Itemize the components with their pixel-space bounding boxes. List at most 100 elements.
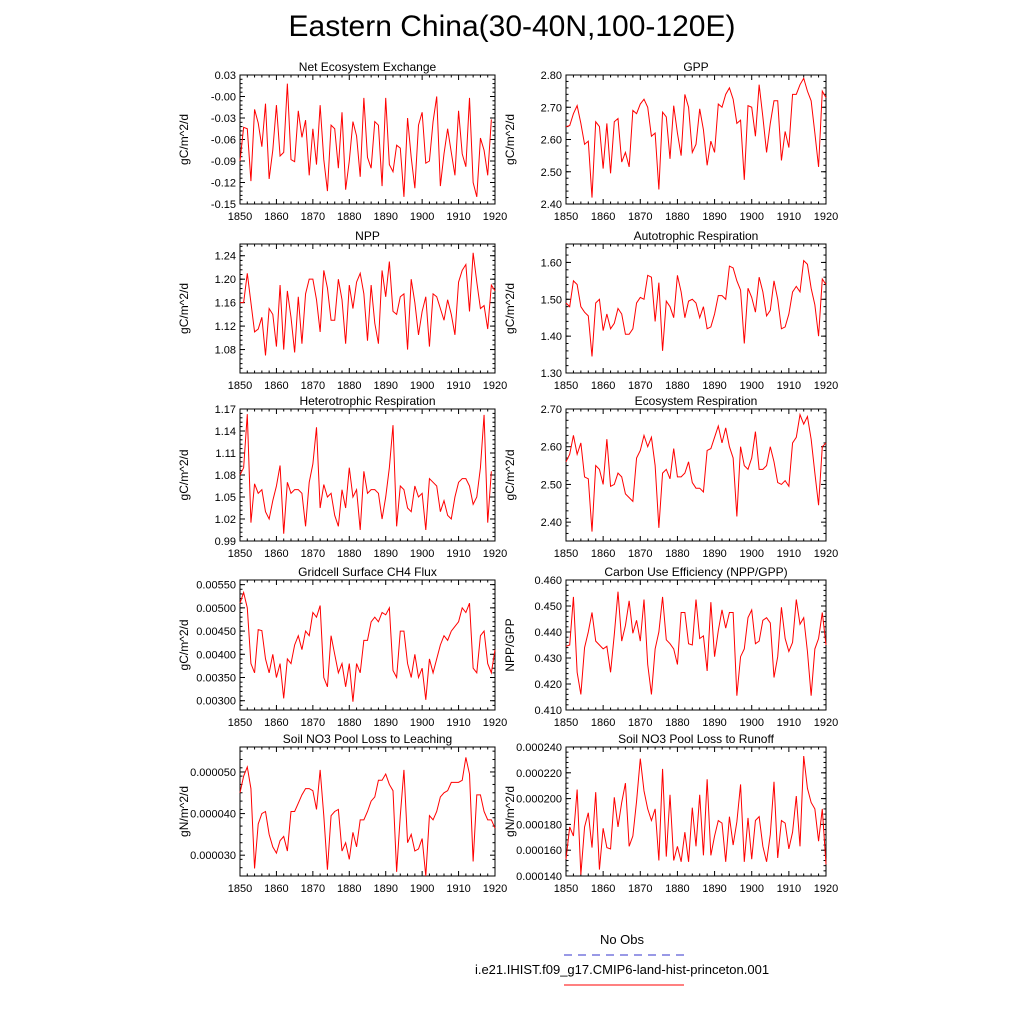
series-line xyxy=(565,412,827,532)
x-tick-label: 1850 xyxy=(554,380,578,392)
y-tick-label: 1.11 xyxy=(215,448,236,460)
y-tick-label: 0.460 xyxy=(534,575,562,587)
x-tick-label: 1910 xyxy=(446,380,470,392)
y-tick-label: 0.430 xyxy=(534,653,562,665)
chart-panel-4: Autotrophic Respiration gC/m^2/d 1850 1860 1… xyxy=(503,229,838,392)
y-axis-label: gC/m^2/d xyxy=(503,450,517,501)
chart-title: GPP xyxy=(683,60,708,74)
chart-panel-1: Net Ecosystem Exchange gC/m^2/d 1850 1860 18… xyxy=(177,60,507,223)
legend-label-no-obs: No Obs xyxy=(600,932,645,947)
y-tick-label: 0.00300 xyxy=(196,696,236,708)
y-tick-label: 0.410 xyxy=(534,705,562,717)
chart-panel-7: Gridcell Surface CH4 Flux gC/m^2/d 1850 186… xyxy=(177,565,507,729)
y-tick-label: -0.12 xyxy=(211,178,236,190)
x-tick-label: 1860 xyxy=(591,211,615,223)
y-axis-label: gC/m^2/d xyxy=(503,114,517,165)
chart-panel-6: Ecosystem Respiration gC/m^2/d 1850 1860 187… xyxy=(503,394,838,560)
x-tick-label: 1850 xyxy=(554,717,578,729)
y-tick-label: 2.40 xyxy=(541,517,562,529)
y-tick-label: 1.24 xyxy=(215,251,236,263)
y-tick-label: 0.420 xyxy=(534,679,562,691)
series-line xyxy=(240,252,496,356)
plot-frame xyxy=(239,579,496,711)
x-tick-label: 1920 xyxy=(483,211,507,223)
series-line xyxy=(565,76,827,198)
chart-panel-3: NPP gC/m^2/d 1850 1860 1870 1880 1890 1900 1910 1… xyxy=(177,229,507,392)
x-tick-label: 1900 xyxy=(739,380,763,392)
x-tick-label: 1890 xyxy=(702,883,726,895)
x-tick-label: 1910 xyxy=(777,883,801,895)
x-tick-label: 1870 xyxy=(628,717,652,729)
x-tick-label: 1910 xyxy=(446,883,470,895)
y-axis-label: gC/m^2/d xyxy=(177,620,191,671)
chart-title: Gridcell Surface CH4 Flux xyxy=(298,565,437,579)
x-tick-label: 1920 xyxy=(814,211,838,223)
x-tick-label: 1890 xyxy=(373,883,397,895)
y-tick-label: 1.08 xyxy=(215,470,236,482)
y-tick-label: 0.440 xyxy=(534,627,562,639)
chart-title: Net Ecosystem Exchange xyxy=(299,60,437,74)
legend: No Obs i.e21.IHIST.f09_g17.CMIP6-land-hi… xyxy=(475,932,769,986)
y-tick-label: 0.000140 xyxy=(516,871,562,883)
y-axis-label: gC/m^2/d xyxy=(177,114,191,165)
x-tick-label: 1900 xyxy=(739,211,763,223)
y-tick-label: 1.12 xyxy=(215,321,236,333)
x-tick-label: 1880 xyxy=(665,883,689,895)
x-tick-label: 1870 xyxy=(301,548,325,560)
y-tick-label: 0.000030 xyxy=(190,850,236,862)
plot-frame xyxy=(565,746,827,877)
y-tick-label: 1.08 xyxy=(215,345,236,357)
y-tick-label: 0.000050 xyxy=(190,767,236,779)
x-tick-label: 1880 xyxy=(337,548,361,560)
page-title: Eastern China(30-40N,100-120E) xyxy=(288,10,736,43)
x-tick-label: 1880 xyxy=(337,717,361,729)
x-tick-label: 1850 xyxy=(228,717,252,729)
x-tick-label: 1860 xyxy=(264,717,288,729)
y-tick-label: 0.000240 xyxy=(516,742,562,754)
y-tick-label: 0.00400 xyxy=(196,649,236,661)
y-tick-label: 2.70 xyxy=(541,102,562,114)
x-tick-label: 1870 xyxy=(628,548,652,560)
x-tick-label: 1850 xyxy=(228,883,252,895)
x-tick-label: 1920 xyxy=(814,548,838,560)
x-tick-label: 1870 xyxy=(628,380,652,392)
x-tick-label: 1900 xyxy=(739,548,763,560)
x-tick-label: 1920 xyxy=(483,548,507,560)
chart-panel-2: GPP gC/m^2/d 1850 1860 1870 1880 1890 1900 1910 1… xyxy=(503,60,838,223)
y-axis-label: NPP/GPP xyxy=(503,618,517,671)
y-tick-label: 0.000200 xyxy=(516,794,562,806)
x-tick-label: 1910 xyxy=(777,211,801,223)
x-tick-label: 1900 xyxy=(410,380,434,392)
plot-frame xyxy=(565,408,827,542)
y-tick-label: -0.06 xyxy=(211,135,236,147)
series-line xyxy=(239,414,492,534)
y-tick-label: -0.00 xyxy=(211,92,236,104)
chart-panel-8: Carbon Use Efficiency (NPP/GPP) NPP/GPP 18… xyxy=(503,565,838,729)
x-tick-label: 1860 xyxy=(591,380,615,392)
y-tick-label: 1.17 xyxy=(215,404,236,416)
x-tick-label: 1850 xyxy=(554,548,578,560)
y-axis-label: gN/m^2/d xyxy=(177,786,191,837)
x-tick-label: 1880 xyxy=(665,380,689,392)
x-tick-label: 1900 xyxy=(739,717,763,729)
x-tick-label: 1880 xyxy=(337,883,361,895)
x-tick-label: 1920 xyxy=(483,883,507,895)
x-tick-label: 1920 xyxy=(483,717,507,729)
x-tick-label: 1910 xyxy=(446,717,470,729)
chart-title: Soil NO3 Pool Loss to Leaching xyxy=(283,732,452,746)
x-tick-label: 1870 xyxy=(628,883,652,895)
x-tick-label: 1860 xyxy=(264,548,288,560)
y-tick-label: 0.99 xyxy=(215,536,236,548)
plot-frame xyxy=(565,243,827,374)
x-tick-label: 1860 xyxy=(264,211,288,223)
x-tick-label: 1900 xyxy=(739,883,763,895)
y-tick-label: 0.00550 xyxy=(196,580,236,592)
y-tick-label: 1.60 xyxy=(541,257,562,269)
y-tick-label: -0.09 xyxy=(211,156,236,168)
x-tick-label: 1890 xyxy=(373,548,397,560)
x-tick-label: 1910 xyxy=(777,548,801,560)
x-tick-label: 1900 xyxy=(410,717,434,729)
y-tick-label: 1.05 xyxy=(215,492,236,504)
plot-frame xyxy=(239,243,496,374)
